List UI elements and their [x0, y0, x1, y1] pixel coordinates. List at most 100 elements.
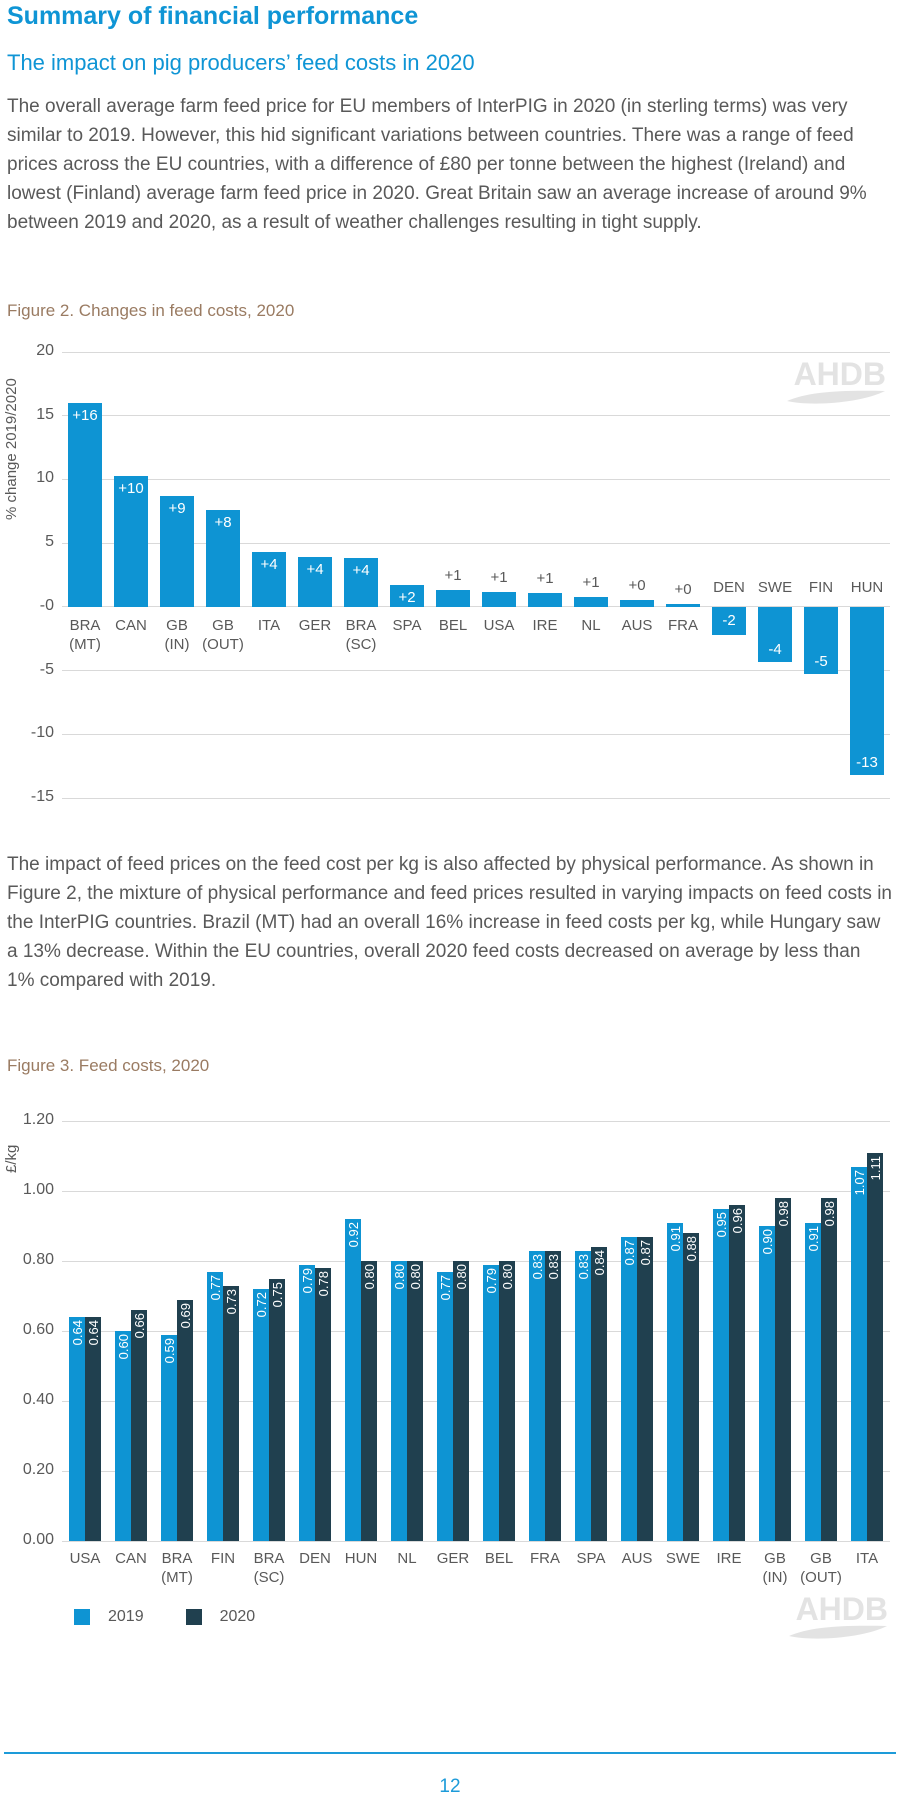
legend-swatch-2019: [74, 1609, 90, 1625]
bar-value-label: +9: [168, 499, 186, 517]
bar-ger: [298, 557, 332, 607]
gridline: [62, 670, 890, 672]
bar-value-label: 0.64: [86, 1320, 101, 1346]
bar-swe-2020: [683, 1233, 699, 1541]
gridline: [62, 1470, 890, 1472]
bar-value-label: 1.11: [868, 1155, 883, 1180]
category-label-aus: AUS: [621, 1550, 653, 1567]
bar-bra-(sc)-2020: [269, 1278, 285, 1541]
bar-gb-(out)-2020: [821, 1198, 837, 1541]
gridline: [62, 1330, 890, 1332]
bar-fra: [666, 604, 700, 607]
bar-value-label: 0.59: [162, 1337, 177, 1363]
bar-value-label: 0.60: [116, 1334, 131, 1360]
bar-gb-(in): [160, 495, 194, 607]
bar-hun: [850, 606, 884, 776]
bar-value-label: +4: [260, 556, 278, 574]
bar-gb-(out)-2019: [805, 1222, 821, 1541]
bar-value-label: 0.73: [224, 1288, 239, 1314]
category-label-bra-(mt): BRA (MT): [161, 1550, 193, 1586]
y-tick-label: 10: [36, 469, 54, 487]
category-label-ire: IRE: [532, 616, 558, 634]
bar-bra-(sc)-2019: [253, 1289, 269, 1541]
category-label-nl: NL: [397, 1550, 417, 1567]
gridline: [62, 1400, 890, 1402]
bar-ger-2020: [453, 1261, 469, 1541]
category-label-bra-(sc): BRA (SC): [345, 616, 377, 653]
y-tick-label: 0.80: [22, 1251, 54, 1268]
y-tick-label: 15: [36, 405, 54, 423]
bar-hun-2020: [361, 1261, 377, 1541]
bar-value-label: 0.83: [530, 1253, 545, 1279]
category-label-fin: FIN: [210, 1550, 236, 1567]
bar-value-label: 0.95: [714, 1211, 729, 1237]
bar-value-label: 0.79: [484, 1267, 499, 1293]
bar-value-label: -2: [722, 611, 736, 629]
bar-value-label: 0.66: [132, 1313, 147, 1339]
category-label-swe: SWE: [757, 578, 793, 596]
bar-bel-2020: [499, 1261, 515, 1541]
bar-value-label: -5: [814, 653, 828, 671]
gridline: [62, 1190, 890, 1192]
bar-value-label: -13: [856, 754, 878, 772]
y-tick-label: -0: [39, 596, 54, 614]
ahdb-logo-text: AHDB: [795, 1591, 888, 1627]
legend-label-2020: 2020: [219, 1608, 256, 1625]
bar-value-label: 0.80: [362, 1264, 377, 1290]
bar-value-label: 0.84: [592, 1250, 607, 1276]
category-label-den: DEN: [713, 578, 745, 596]
category-label-nl: NL: [581, 616, 601, 634]
bar-value-label: 0.92: [346, 1222, 361, 1248]
bar-aus-2019: [621, 1236, 637, 1541]
bar-value-label: 0.69: [178, 1302, 193, 1328]
section-title: The impact on pig producers’ feed costs …: [7, 50, 475, 75]
y-tick-label: -10: [30, 724, 54, 742]
bar-ire: [528, 592, 562, 607]
category-label-fra: FRA: [530, 1550, 560, 1567]
bar-bra-(sc): [344, 558, 378, 607]
y-tick-label: -5: [39, 660, 54, 678]
bar-value-label: 0.91: [806, 1225, 821, 1251]
bar-fin-2020: [223, 1285, 239, 1541]
y-tick-label: 0.40: [22, 1391, 54, 1408]
bar-value-label: +4: [352, 562, 370, 580]
category-label-usa: USA: [69, 1550, 101, 1567]
bar-value-label: +1: [490, 568, 508, 586]
bar-value-label: 0.98: [776, 1201, 791, 1227]
bar-value-label: +0: [628, 577, 646, 595]
bar-value-label: 0.80: [392, 1264, 407, 1290]
bar-value-label: 0.88: [684, 1236, 699, 1262]
bar-ita-2020: [867, 1152, 883, 1541]
category-label-can: CAN: [115, 616, 147, 634]
category-label-gb-(in): GB (IN): [762, 1550, 788, 1586]
y-tick-label: 0.00: [22, 1531, 54, 1548]
bar-value-label: 0.90: [760, 1229, 775, 1255]
bar-value-label: 0.72: [254, 1292, 269, 1318]
bar-ita-2019: [851, 1166, 867, 1541]
category-label-bra-(mt): BRA (MT): [69, 616, 101, 653]
figure3-plot-area: 1.20 1.00 0.80 0.60 0.40 0.20 0.00 0.64 0.64 USA 0…: [23, 1111, 890, 1586]
gridline: [62, 1120, 890, 1122]
category-label-spa: SPA: [576, 1550, 606, 1567]
category-label-aus: AUS: [621, 616, 653, 634]
bar-ire-2019: [713, 1208, 729, 1541]
bar-value-label: -4: [768, 640, 782, 658]
gridline: [62, 478, 890, 480]
bar-value-label: 0.96: [730, 1208, 745, 1234]
category-label-gb-(out): GB (OUT): [800, 1550, 842, 1586]
bar-value-label: +1: [582, 573, 600, 591]
y-tick-label: 1.00: [22, 1181, 54, 1198]
bar-value-label: 0.98: [822, 1201, 837, 1227]
paragraph-feed-cost-impact: The impact of feed prices on the feed co…: [7, 854, 892, 991]
bar-fra-2019: [529, 1250, 545, 1541]
footer-divider: [4, 1752, 896, 1754]
category-label-usa: USA: [483, 616, 515, 634]
bar-value-label: 0.80: [500, 1264, 515, 1290]
gridline: [62, 1260, 890, 1262]
bar-value-label: 1.07: [852, 1169, 867, 1195]
bar-bel: [436, 590, 470, 607]
bar-bra-(mt): [68, 402, 102, 607]
legend-item-2019: 2019: [74, 1608, 144, 1626]
figure2-caption: Figure 2. Changes in feed costs, 2020: [7, 301, 295, 320]
